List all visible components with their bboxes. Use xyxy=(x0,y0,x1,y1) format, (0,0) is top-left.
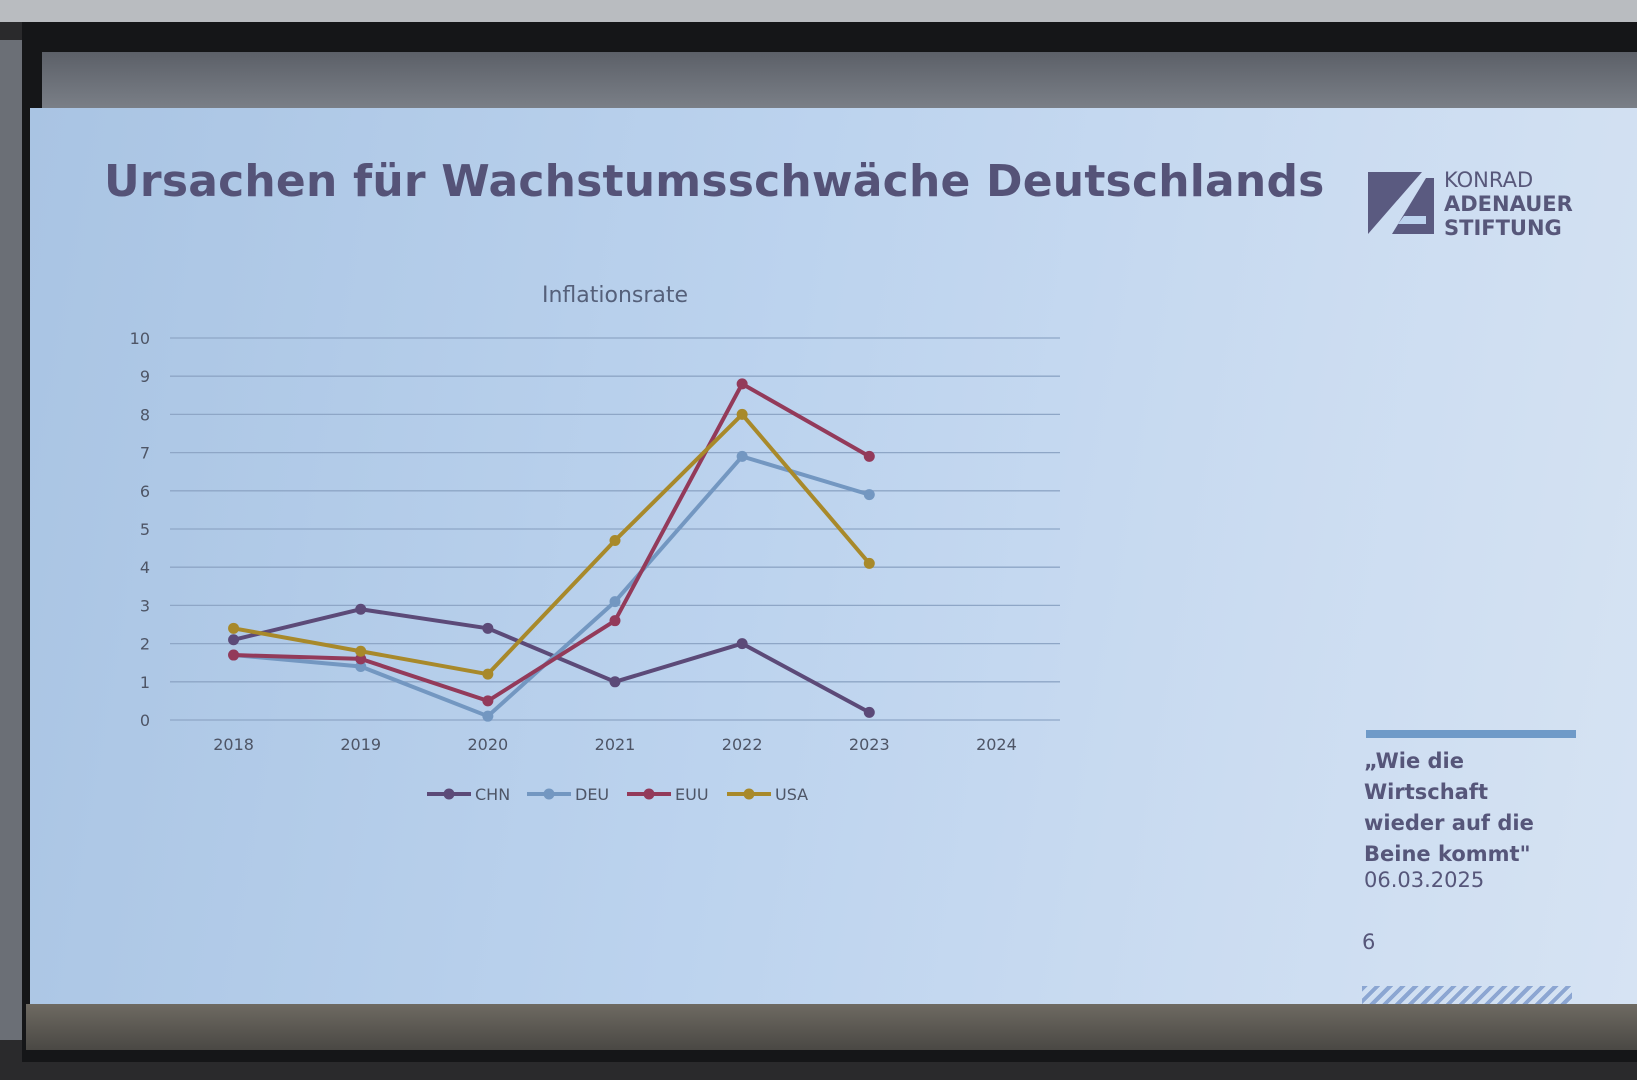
chart-title: Inflationsrate xyxy=(542,283,688,308)
slide-title: Ursachen für Wachstumsschwäche Deutschla… xyxy=(104,156,1325,207)
data-point-usa xyxy=(355,645,367,657)
data-point-usa xyxy=(482,668,494,680)
y-tick-label: 3 xyxy=(140,596,150,615)
y-tick-label: 5 xyxy=(140,520,150,539)
series-line-usa xyxy=(231,412,872,677)
wall-top xyxy=(0,0,1637,22)
screen-top-band xyxy=(42,52,1637,110)
data-point-euu xyxy=(228,649,240,661)
slide xyxy=(30,108,1637,1006)
logo-line-2: ADENAUER xyxy=(1444,192,1573,216)
kas-logo: KONRAD ADENAUER STIFTUNG xyxy=(1368,168,1588,242)
data-point-deu xyxy=(736,450,748,462)
quote-line-2: Wirtschaft xyxy=(1364,780,1489,804)
side-rule xyxy=(1366,730,1576,738)
y-tick-label: 8 xyxy=(140,405,150,424)
data-point-chn xyxy=(228,634,240,646)
kas-logo-text: KONRAD ADENAUER STIFTUNG xyxy=(1444,168,1573,240)
series-line-chn xyxy=(231,607,872,715)
logo-line-3: STIFTUNG xyxy=(1444,216,1562,240)
data-point-usa xyxy=(736,408,748,420)
data-point-usa xyxy=(609,534,621,546)
x-tick-label: 2020 xyxy=(467,735,508,754)
legend-label-euu: EUU xyxy=(675,785,709,804)
data-point-deu xyxy=(609,596,621,608)
data-point-euu xyxy=(609,615,621,627)
page-number: 6 xyxy=(1362,930,1376,954)
legend-marker-euu xyxy=(643,788,655,800)
y-tick-label: 7 xyxy=(140,444,150,463)
data-point-euu xyxy=(482,695,494,707)
quote-line-4: Beine kommt" xyxy=(1364,842,1531,866)
data-point-usa xyxy=(863,557,875,569)
event-date: 06.03.2025 xyxy=(1364,868,1485,892)
y-tick-label: 1 xyxy=(140,673,150,692)
x-tick-label: 2018 xyxy=(213,735,254,754)
legend-label-deu: DEU xyxy=(575,785,609,804)
data-point-chn xyxy=(736,638,748,650)
wall-left xyxy=(0,40,22,1040)
data-point-chn xyxy=(355,603,367,615)
screen-bottom-edge xyxy=(26,1004,1637,1050)
event-quote: „Wie die Wirtschaft wieder auf die Beine… xyxy=(1364,746,1584,870)
quote-line-1: „Wie die xyxy=(1364,749,1464,773)
logo-line-1: KONRAD xyxy=(1444,168,1534,192)
legend-marker-usa xyxy=(743,788,755,800)
inflation-chart: Inflationsrate 0 1 2 3 4 5 6 7 8 9 10 2018 2019 2020 20… xyxy=(130,283,1060,804)
kas-logo-icon xyxy=(1368,172,1434,234)
legend-label-usa: USA xyxy=(775,785,808,804)
data-point-euu xyxy=(355,653,367,665)
data-point-euu xyxy=(863,450,875,462)
data-point-chn xyxy=(482,622,494,634)
legend-label-chn: CHN xyxy=(475,785,510,804)
data-point-deu xyxy=(355,661,367,673)
legend-marker-deu xyxy=(543,788,555,800)
y-tick-label: 10 xyxy=(130,329,150,348)
x-tick-label: 2021 xyxy=(595,735,636,754)
data-point-usa xyxy=(228,622,240,634)
data-point-euu xyxy=(736,378,748,390)
x-tick-label: 2024 xyxy=(976,735,1017,754)
y-tick-label: 2 xyxy=(140,635,150,654)
data-point-chn xyxy=(609,676,621,688)
quote-line-3: wieder auf die xyxy=(1364,811,1534,835)
series-line-euu xyxy=(231,381,872,703)
y-tick-label: 4 xyxy=(140,558,150,577)
data-point-deu xyxy=(482,710,494,722)
legend-marker-chn xyxy=(443,788,455,800)
x-tick-label: 2019 xyxy=(340,735,381,754)
x-tick-label: 2022 xyxy=(722,735,763,754)
y-tick-label: 9 xyxy=(140,367,150,386)
series-line-deu xyxy=(231,454,872,719)
x-tick-label: 2023 xyxy=(849,735,890,754)
y-tick-label: 0 xyxy=(140,711,150,730)
data-point-chn xyxy=(863,706,875,718)
y-tick-label: 6 xyxy=(140,482,150,501)
data-point-deu xyxy=(863,489,875,501)
